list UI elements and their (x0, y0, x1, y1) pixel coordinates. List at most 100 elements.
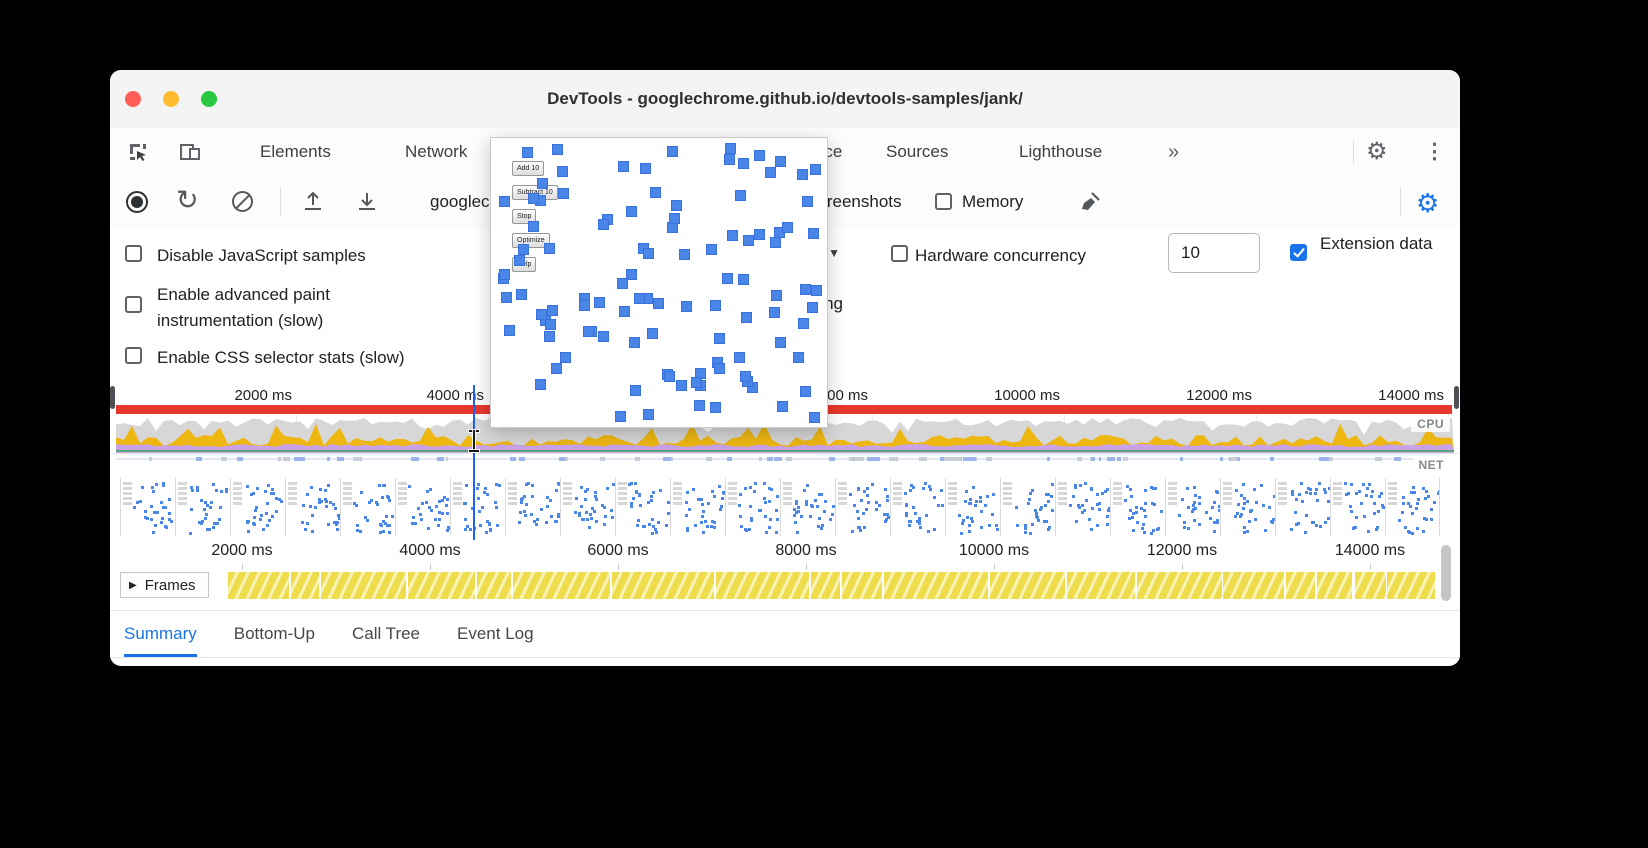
filmstrip-frame[interactable] (1110, 478, 1165, 536)
hardware-concurrency-checkbox[interactable] (891, 245, 908, 262)
frame-bar[interactable] (1223, 572, 1284, 599)
frame-dot (686, 527, 689, 530)
load-profile-button[interactable] (355, 190, 379, 214)
reload-and-record-button[interactable]: ↻ (176, 185, 199, 215)
frame-bar[interactable] (1137, 572, 1222, 599)
tab-bottom-up[interactable]: Bottom-Up (233, 623, 315, 643)
frame-dot (606, 487, 609, 490)
filmstrip-frame[interactable] (175, 478, 230, 536)
overview-right-handle[interactable] (1454, 386, 1459, 409)
network-request-mark (1230, 457, 1237, 461)
filmstrip-frame[interactable] (1000, 478, 1055, 536)
frame-bar[interactable] (1067, 572, 1135, 599)
frame-dot (1074, 486, 1077, 489)
frame-bar[interactable] (1387, 572, 1435, 599)
tab-lighthouse[interactable]: Lighthouse (1019, 142, 1103, 161)
frame-dot (1378, 495, 1381, 498)
frame-bar[interactable] (513, 572, 610, 599)
frame-bar[interactable] (291, 572, 319, 599)
filmstrip-frame[interactable] (725, 478, 780, 536)
zoom-window-button[interactable] (201, 91, 217, 107)
memory-checkbox[interactable] (935, 193, 952, 210)
frame-dot (1150, 532, 1153, 535)
filmstrip-frame[interactable] (285, 478, 340, 536)
frame-bar[interactable] (716, 572, 809, 599)
extension-data-checkbox[interactable] (1290, 244, 1307, 261)
frame-dot (356, 529, 359, 532)
filmstrip-frame[interactable] (780, 478, 835, 536)
frame-bar[interactable] (612, 572, 714, 599)
playhead-line[interactable] (473, 385, 475, 540)
frame-bar[interactable] (811, 572, 840, 599)
filmstrip-frame[interactable] (615, 478, 670, 536)
filmstrip-frame[interactable] (395, 478, 450, 536)
tab-event-log[interactable]: Event Log (457, 623, 534, 643)
frames-track-header[interactable]: ▶ Frames (120, 572, 209, 598)
tab-sources[interactable]: Sources (886, 142, 949, 161)
filmstrip-frame[interactable] (340, 478, 395, 536)
frame-dot (1350, 483, 1353, 486)
capture-settings-button[interactable]: ⚙ (1416, 188, 1440, 218)
frame-bar[interactable] (477, 572, 511, 599)
frame-dot (441, 512, 444, 515)
save-profile-button[interactable] (301, 190, 325, 214)
overflow-menu-button[interactable]: ⋮ (1424, 140, 1445, 163)
filmstrip-frame[interactable] (230, 478, 285, 536)
overview-ruler-label: 12000 ms (1186, 387, 1252, 404)
css-selector-stats-checkbox[interactable] (125, 347, 142, 364)
inspect-element-button[interactable] (126, 140, 150, 164)
frame-dot (969, 498, 972, 501)
more-tabs-button[interactable]: » (1168, 141, 1180, 163)
filmstrip-frame[interactable] (560, 478, 615, 536)
tab-elements[interactable]: Elements (260, 142, 331, 161)
frame-dot (525, 503, 528, 506)
vertical-scrollbar[interactable] (1441, 545, 1451, 601)
filmstrip-frame[interactable] (1055, 478, 1110, 536)
frame-mini-button (1168, 487, 1177, 490)
frame-dot (1370, 495, 1373, 498)
filmstrip-frame[interactable] (890, 478, 945, 536)
filmstrip-frame[interactable] (670, 478, 725, 536)
hardware-concurrency-input[interactable] (1168, 233, 1260, 273)
filmstrip-frame[interactable] (1220, 478, 1275, 536)
filmstrip-frame[interactable] (1385, 478, 1440, 536)
filmstrip-frame[interactable] (1165, 478, 1220, 536)
overview-left-handle[interactable] (110, 386, 115, 409)
frame-bar[interactable] (842, 572, 882, 599)
frame-dot (975, 500, 978, 503)
collect-garbage-button[interactable] (1078, 190, 1102, 214)
filmstrip-frame[interactable] (1275, 478, 1330, 536)
tab-network[interactable]: Network (405, 142, 468, 161)
disable-js-samples-checkbox[interactable] (125, 245, 142, 262)
blue-square (800, 386, 811, 397)
frame-bar[interactable] (228, 572, 289, 599)
filmstrip-frame[interactable] (505, 478, 560, 536)
filmstrip-frame[interactable] (450, 478, 505, 536)
filmstrip-frame[interactable] (120, 478, 175, 536)
frame-bar[interactable] (884, 572, 988, 599)
frame-bar[interactable] (321, 572, 406, 599)
device-toolbar-button[interactable] (178, 140, 202, 164)
advanced-paint-checkbox[interactable] (125, 296, 142, 313)
frame-dot (1096, 493, 1099, 496)
frame-dot (820, 493, 823, 496)
frames-expand-arrow-icon[interactable]: ▶ (129, 579, 137, 591)
clear-recording-button[interactable] (232, 191, 253, 212)
blue-square (598, 219, 609, 230)
frame-mini-button (1113, 497, 1122, 500)
filmstrip-frame[interactable] (945, 478, 1000, 536)
minimize-window-button[interactable] (163, 91, 179, 107)
screenshot-hover-preview: Add 10Subtract 10StopOptimizeHelp (490, 137, 828, 428)
frame-bar[interactable] (1317, 572, 1352, 599)
frame-bar[interactable] (408, 572, 475, 599)
tab-summary[interactable]: Summary (124, 611, 197, 657)
close-window-button[interactable] (125, 91, 141, 107)
tab-call-tree[interactable]: Call Tree (351, 623, 421, 643)
record-button[interactable] (126, 191, 148, 213)
settings-gear-button[interactable]: ⚙ (1366, 138, 1388, 165)
frame-bar[interactable] (990, 572, 1065, 599)
filmstrip-frame[interactable] (1330, 478, 1385, 536)
filmstrip-frame[interactable] (835, 478, 890, 536)
frame-bar[interactable] (1355, 572, 1386, 599)
frame-bar[interactable] (1286, 572, 1315, 599)
